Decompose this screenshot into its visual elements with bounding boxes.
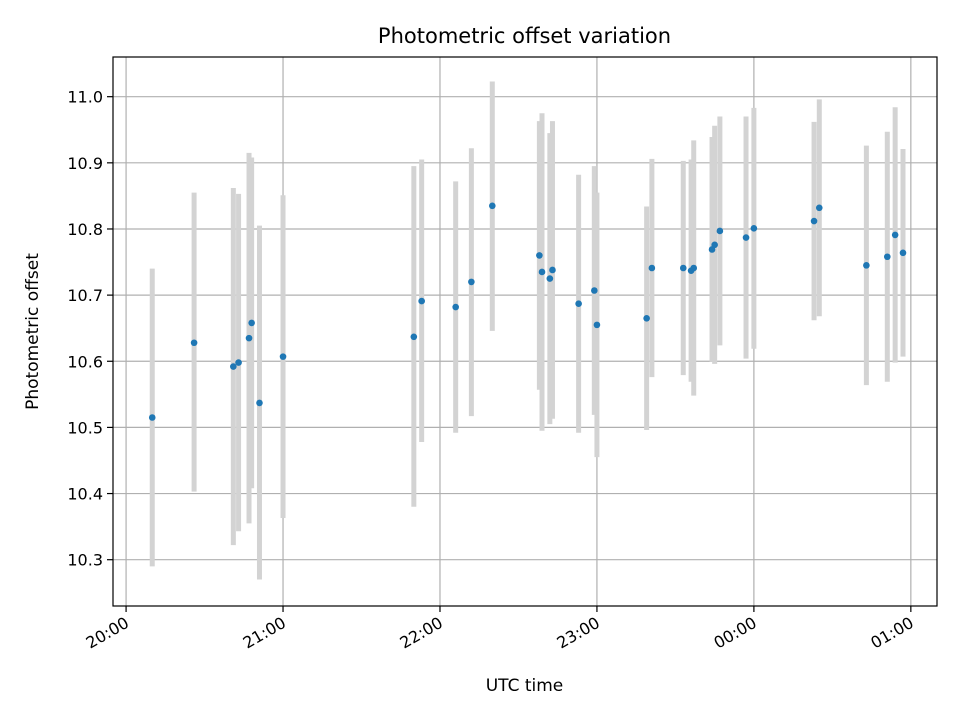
data-point [591, 287, 598, 294]
data-point [230, 363, 237, 370]
y-axis-ticks: 10.3 10.4 10.5 10.6 10.7 10.8 10.9 11.0 [67, 88, 113, 570]
y-axis-label: Photometric offset [23, 253, 43, 410]
data-point [190, 339, 198, 347]
y-tick-label: 10.4 [67, 485, 103, 504]
data-point [410, 333, 418, 341]
y-tick-label: 11.0 [67, 88, 103, 107]
y-tick-label: 10.6 [67, 352, 103, 371]
data-point [256, 399, 263, 407]
data-point [643, 314, 650, 322]
data-point [711, 241, 718, 249]
y-tick-label: 10.7 [67, 286, 103, 305]
x-axis-label: UTC time [486, 676, 564, 696]
data-point [815, 204, 823, 212]
data-point [279, 353, 287, 360]
data-point [546, 275, 554, 282]
data-point [452, 303, 459, 311]
data-point [536, 252, 543, 259]
y-tick-label: 10.9 [67, 154, 103, 173]
data-point [899, 249, 907, 257]
data-point [248, 319, 255, 327]
data-point [593, 321, 601, 329]
data-point [489, 202, 496, 210]
y-tick-label: 10.5 [67, 418, 103, 437]
data-point [716, 227, 724, 235]
chart-title: Photometric offset variation [378, 24, 671, 48]
data-point [575, 300, 582, 308]
data-point [538, 268, 546, 276]
data-point [679, 264, 687, 272]
data-point [742, 234, 750, 241]
data-point [148, 414, 156, 421]
data-point [750, 225, 758, 232]
data-point [863, 262, 870, 269]
data-point [690, 264, 698, 272]
data-point [648, 264, 656, 272]
data-point [810, 217, 818, 225]
y-tick-label: 10.8 [67, 220, 103, 239]
data-point [883, 253, 891, 261]
data-point [418, 297, 425, 305]
data-point [549, 266, 556, 274]
data-point [245, 334, 253, 342]
data-point [891, 231, 899, 239]
plot-frame [112, 56, 938, 607]
data-points [148, 202, 907, 421]
data-point [468, 278, 475, 286]
data-point [235, 359, 242, 366]
y-tick-label: 10.3 [67, 551, 103, 570]
